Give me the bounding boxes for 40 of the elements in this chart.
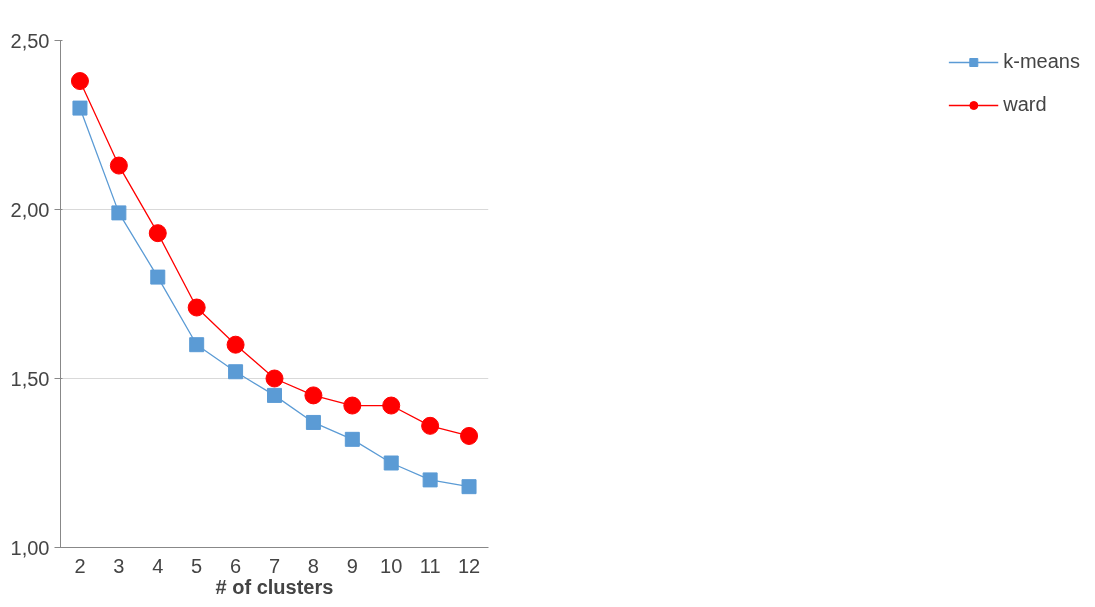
- point: [343, 396, 362, 415]
- point: [422, 472, 438, 488]
- x-tick-label: 9: [346, 554, 358, 577]
- point: [109, 156, 128, 175]
- point: [267, 387, 282, 403]
- y-tick-label: 2,50: [10, 29, 50, 52]
- x-tick-label: 3: [113, 554, 125, 577]
- x-tick-label: 7: [268, 554, 281, 577]
- y-tick-label: 1,00: [10, 536, 50, 559]
- point: [344, 431, 360, 447]
- point: [150, 269, 166, 285]
- point: [187, 298, 206, 317]
- point: [72, 100, 88, 116]
- y-tick-label: 2,00: [10, 198, 50, 221]
- legend-label: ward: [1003, 93, 1047, 116]
- point: [226, 335, 245, 354]
- point: [460, 426, 479, 445]
- point: [228, 364, 244, 380]
- point: [461, 479, 477, 495]
- point: [189, 337, 205, 353]
- x-tick-label: 2: [74, 554, 86, 577]
- point: [70, 72, 89, 91]
- point: [382, 396, 401, 415]
- point: [305, 414, 321, 430]
- point: [304, 386, 323, 405]
- point: [148, 224, 167, 243]
- point: [421, 416, 440, 435]
- x-axis-title: # of clusters: [215, 575, 334, 598]
- x-tick-label: 6: [230, 554, 242, 577]
- x-tick-label: 10: [380, 554, 403, 577]
- point: [111, 205, 127, 221]
- x-tick-label: 8: [307, 554, 319, 577]
- x-tick-label: 5: [191, 554, 203, 577]
- x-tick-label: 11: [419, 554, 441, 577]
- point: [383, 455, 399, 471]
- x-tick-label: 4: [152, 554, 164, 577]
- point: [265, 369, 284, 388]
- y-tick-label: 1,50: [10, 367, 50, 390]
- legend-label: k-means: [1003, 50, 1080, 73]
- x-tick-label: 12: [457, 554, 481, 577]
